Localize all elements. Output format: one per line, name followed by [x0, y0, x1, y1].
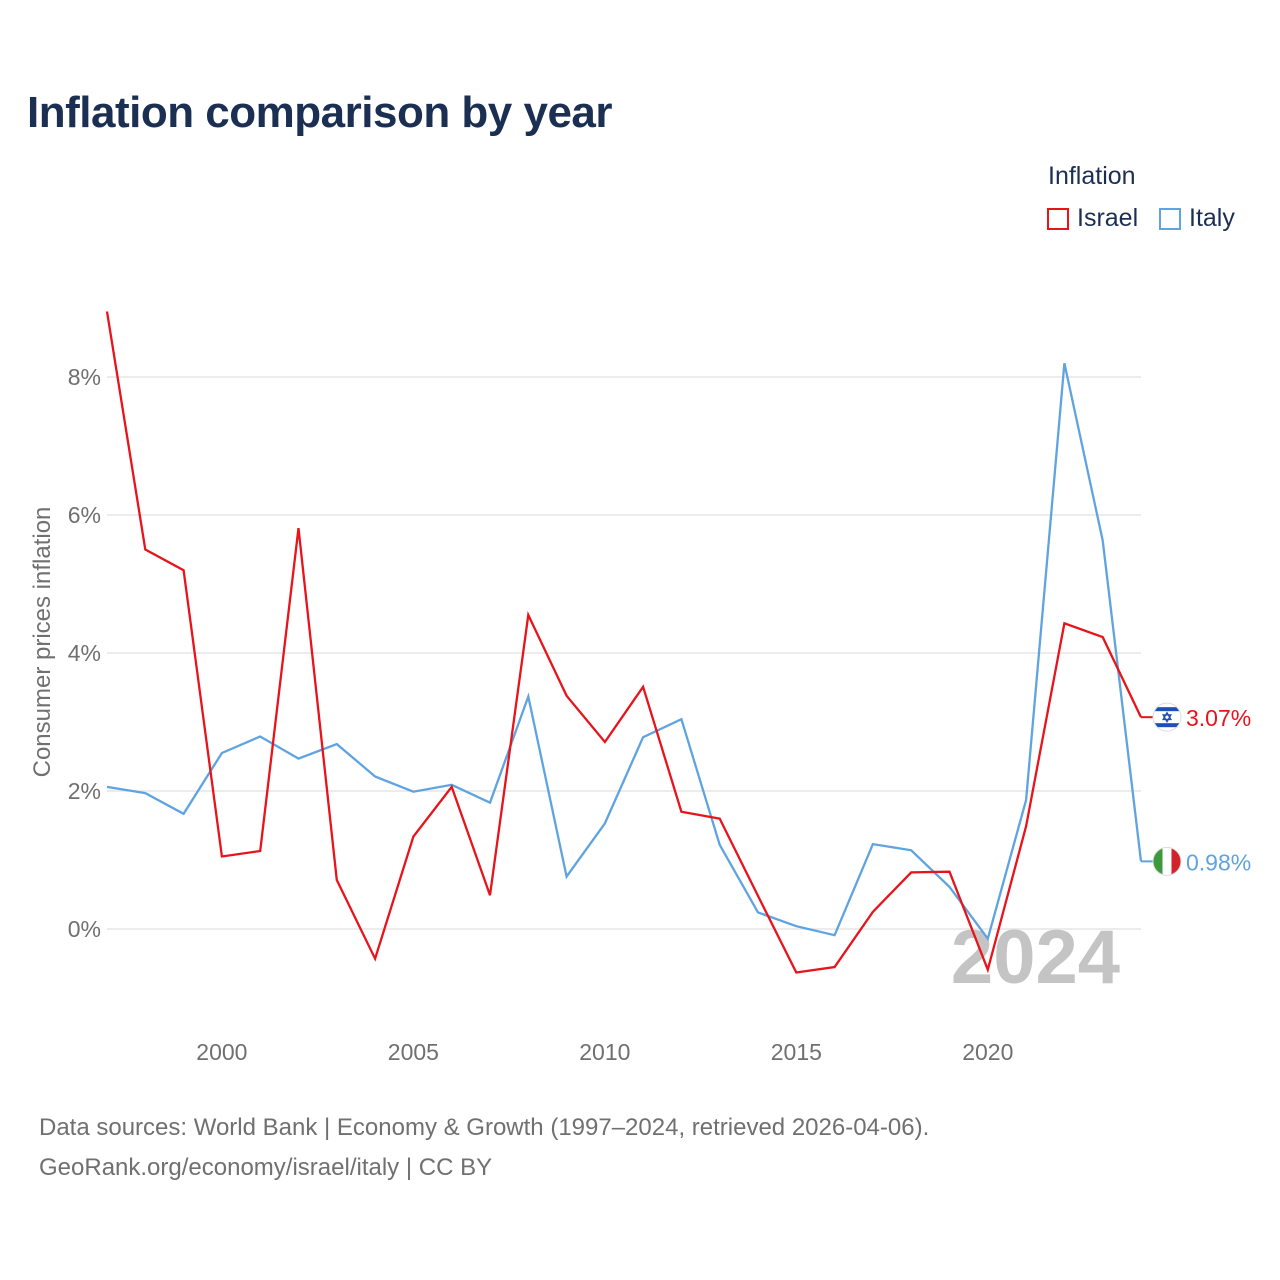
legend-item-israel[interactable]: Israel [1047, 204, 1138, 233]
y-tick-label: 8% [68, 364, 101, 390]
series-lines [105, 311, 1143, 974]
x-tick-label: 2000 [196, 1039, 247, 1065]
source-line-1: Data sources: World Bank | Economy & Gro… [39, 1114, 930, 1141]
italy-flag-icon [1152, 846, 1182, 876]
legend-swatch-italy [1159, 207, 1181, 230]
x-tick-label: 2020 [962, 1039, 1013, 1065]
source-line-2[interactable]: GeoRank.org/economy/israel/italy | CC BY [39, 1154, 493, 1181]
y-tick-label: 2% [68, 778, 101, 804]
end-labels: 3.07% 0.98% [1141, 702, 1251, 876]
y-tick-label: 6% [68, 502, 101, 528]
year-watermark: 2024 [951, 915, 1120, 1000]
israel-flag-icon [1152, 702, 1182, 732]
legend-title: Inflation [1048, 162, 1136, 190]
gridlines [107, 376, 1141, 930]
data-source-note: Data sources: World Bank | Economy & Gro… [39, 1108, 929, 1188]
series-line-israel [105, 311, 1143, 974]
y-tick-label: 4% [68, 640, 101, 666]
legend-label-italy: Italy [1189, 204, 1235, 232]
x-tick-label: 2010 [579, 1039, 630, 1065]
series-line-italy [106, 362, 1143, 942]
end-value-label-italy: 0.98% [1186, 849, 1251, 875]
x-axis-ticks: 2000 2005 2010 2015 2020 [196, 1039, 1013, 1065]
y-tick-label: 0% [68, 916, 101, 942]
x-tick-label: 2015 [771, 1039, 822, 1065]
legend-swatch-israel [1047, 207, 1069, 230]
legend-label-israel: Israel [1077, 204, 1139, 232]
line-chart: 2024 0% 2% 4% 6% 8% 2000 2005 2010 2015 2020 Con… [29, 311, 1251, 1065]
end-value-label-israel: 3.07% [1186, 705, 1251, 731]
y-axis-label: Consumer prices inflation [29, 507, 56, 778]
chart-title: Inflation comparison by year [27, 88, 613, 137]
y-axis-ticks: 0% 2% 4% 6% 8% [68, 364, 101, 942]
legend-item-italy[interactable]: Italy [1159, 204, 1235, 233]
x-tick-label: 2005 [388, 1039, 439, 1065]
